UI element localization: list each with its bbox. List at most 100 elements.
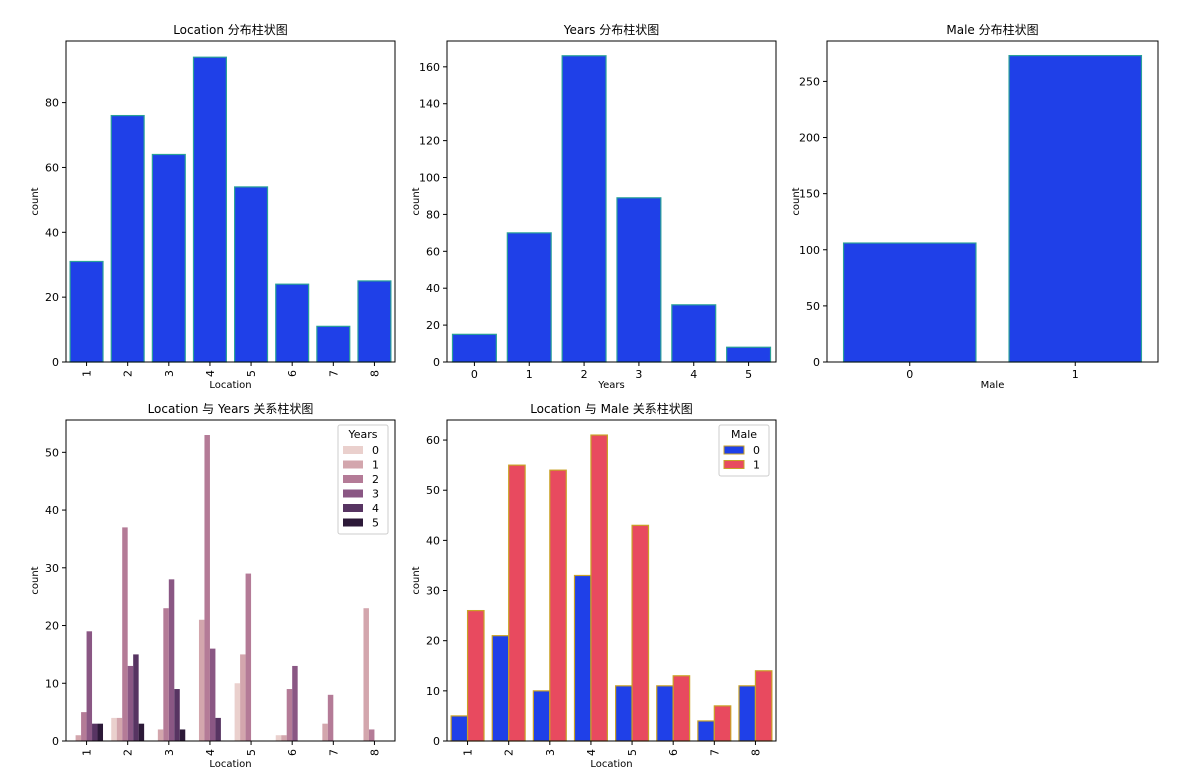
- legend-swatch-3: [343, 489, 363, 498]
- bar-loc_male-loc8-s0: [738, 685, 757, 742]
- bar-loc_years-loc2-s5: [138, 723, 145, 741]
- y-axis-label: count: [411, 187, 422, 215]
- y-tick-label: 80: [426, 208, 440, 221]
- axes-frame: [446, 419, 777, 742]
- bar-loc_years-loc5-s2: [245, 573, 252, 741]
- bar-loc_male-loc7-s1: [713, 705, 732, 742]
- y-tick-label: 100: [799, 244, 820, 257]
- bar-location-1: [69, 260, 104, 363]
- y-axis-label: count: [411, 566, 422, 594]
- y-axis-label: count: [30, 187, 41, 215]
- y-tick-label: 60: [45, 161, 59, 174]
- bar-loc_male-loc4-s1: [590, 434, 608, 742]
- bar-loc_male-loc5-s1: [631, 524, 650, 742]
- x-tick-label: 5: [745, 368, 752, 381]
- bar-location-2: [110, 114, 145, 363]
- bar-loc_years-loc1-s5: [97, 723, 104, 741]
- x-tick-label: 8: [749, 749, 762, 756]
- axes-frame: [65, 419, 396, 742]
- x-tick-label: 1: [81, 370, 94, 377]
- bar-loc_years-loc6-s0: [275, 735, 282, 741]
- bar-loc_years-loc6-s1: [281, 735, 287, 741]
- bar-loc_years-loc3-s2: [163, 608, 169, 741]
- bar-loc_years-loc3-s1: [157, 729, 164, 741]
- x-tick-label: 4: [204, 370, 217, 377]
- y-tick-label: 20: [45, 620, 59, 633]
- bar-loc_male-loc1-s1: [466, 609, 485, 742]
- x-tick-label: 1: [81, 749, 94, 756]
- bar-loc_years-loc2-s0: [111, 717, 117, 741]
- bar-loc_years-loc4-s1: [198, 619, 205, 741]
- x-tick-label: 6: [286, 370, 299, 377]
- x-tick-label: 2: [503, 749, 516, 756]
- x-tick-label: 1: [1072, 368, 1079, 381]
- bar-loc_male-loc3-s0: [532, 690, 551, 742]
- bar-loc_male-loc8-s1: [754, 670, 773, 742]
- bar-years-4: [671, 304, 717, 363]
- chart-title: Location 与 Years 关系柱状图: [148, 401, 314, 416]
- legend-label-3: 3: [372, 488, 379, 501]
- y-tick-label: 60: [426, 245, 440, 258]
- y-tick-label: 140: [419, 98, 440, 111]
- y-tick-label: 30: [45, 562, 59, 575]
- bar-loc_years-loc6-s3: [292, 665, 298, 741]
- y-tick-label: 50: [806, 300, 820, 313]
- axes-frame: [65, 40, 396, 363]
- bar-loc_years-loc3-s5: [179, 729, 186, 741]
- bar-location-6: [275, 283, 310, 363]
- bar-loc_years-loc8-s1: [363, 608, 369, 741]
- bars-group: [69, 56, 392, 363]
- bar-loc_male-loc4-s0: [573, 574, 592, 742]
- y-axis-label: count: [791, 187, 802, 215]
- bar-loc_years-loc1-s3: [86, 631, 93, 741]
- x-tick-label: 2: [581, 368, 588, 381]
- y-tick-label: 40: [45, 226, 59, 239]
- bar-loc_years-loc2-s3: [127, 665, 134, 741]
- x-tick-label: 7: [327, 370, 340, 377]
- y-tick-label: 0: [813, 356, 820, 369]
- x-tick-label: 4: [690, 368, 697, 381]
- bar-location-8: [357, 280, 392, 363]
- bars-group: [842, 54, 1143, 363]
- y-tick-label: 30: [426, 585, 440, 598]
- legend: Years 0 12 34 5: [337, 424, 389, 535]
- chart-male-distribution: 0 50 100 150 200 250 0 1 Male count Male 分布柱状图: [791, 22, 1159, 391]
- x-tick-label: 5: [626, 749, 639, 756]
- chart-title: Location 分布柱状图: [173, 22, 288, 37]
- x-tick-label: 5: [245, 749, 258, 756]
- legend-swatch-0: [723, 445, 745, 455]
- chart-title: Location 与 Male 关系柱状图: [530, 401, 693, 416]
- y-tick-label: 60: [426, 434, 440, 447]
- bars-group: [450, 434, 773, 742]
- legend-label-0: 0: [753, 444, 760, 457]
- bar-loc_male-loc1-s0: [450, 715, 469, 742]
- bar-loc_years-loc3-s3: [168, 579, 175, 741]
- legend-label-0: 0: [372, 444, 379, 457]
- x-tick-label: 1: [462, 749, 475, 756]
- legend-swatch-1: [723, 460, 745, 469]
- y-tick-label: 50: [45, 446, 59, 459]
- x-tick-label: 7: [327, 749, 340, 756]
- bars-group: [451, 55, 772, 363]
- bar-loc_years-loc4-s4: [215, 717, 221, 741]
- y-tick-label: 20: [45, 291, 59, 304]
- legend-title: Years: [347, 428, 377, 441]
- bar-loc_male-loc3-s1: [549, 469, 567, 742]
- bars-group: [75, 435, 375, 741]
- bar-loc_male-loc2-s1: [508, 464, 526, 742]
- axes-frame: [826, 40, 1159, 363]
- legend-swatch-4: [343, 504, 363, 512]
- bar-years-0: [451, 333, 497, 363]
- bar-loc_years-loc1-s4: [92, 723, 98, 741]
- y-tick-label: 10: [426, 685, 440, 698]
- x-tick-label: 7: [708, 749, 721, 756]
- axes-frame: [446, 40, 777, 363]
- x-tick-label: 8: [368, 749, 381, 756]
- y-tick-label: 20: [426, 635, 440, 648]
- bar-loc_years-loc8-s2: [368, 729, 375, 741]
- x-tick-label: 1: [526, 368, 533, 381]
- bar-loc_years-loc2-s1: [116, 717, 123, 741]
